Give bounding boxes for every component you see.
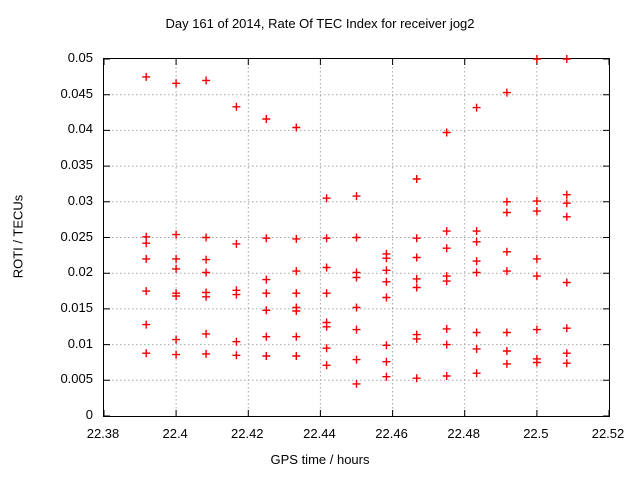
y-tick-label: 0.005 — [60, 371, 93, 387]
y-tick-label: 0.025 — [60, 228, 93, 244]
plot-area — [103, 55, 610, 417]
chart-title: Day 161 of 2014, Rate Of TEC Index for r… — [165, 16, 475, 31]
x-tick-label: 22.48 — [447, 426, 480, 441]
x-tick-label: 22.4 — [162, 426, 188, 441]
y-tick-label: 0.05 — [67, 50, 93, 65]
x-axis-label: GPS time / hours — [270, 452, 370, 467]
x-tick-label: 22.52 — [591, 426, 625, 441]
y-tick-label: 0.035 — [60, 157, 93, 173]
axis-ticks — [103, 58, 610, 417]
x-tick-label: 22.5 — [523, 426, 549, 441]
x-tick-label: 22.38 — [86, 426, 120, 441]
x-tick-label: 22.46 — [375, 426, 408, 441]
plot-canvas — [103, 55, 610, 417]
x-tick-label: 22.44 — [303, 426, 336, 441]
y-tick-label: 0.01 — [67, 335, 93, 351]
x-tick-label: 22.42 — [231, 426, 264, 441]
y-tick-label: 0.04 — [67, 121, 93, 137]
y-tick-label: 0.03 — [67, 192, 93, 208]
y-tick-label: 0 — [85, 407, 93, 422]
y-tick-label: 0.045 — [60, 85, 93, 101]
data-points — [142, 55, 571, 388]
y-tick-label: 0.02 — [67, 264, 93, 280]
y-tick-label: 0.015 — [60, 299, 93, 315]
